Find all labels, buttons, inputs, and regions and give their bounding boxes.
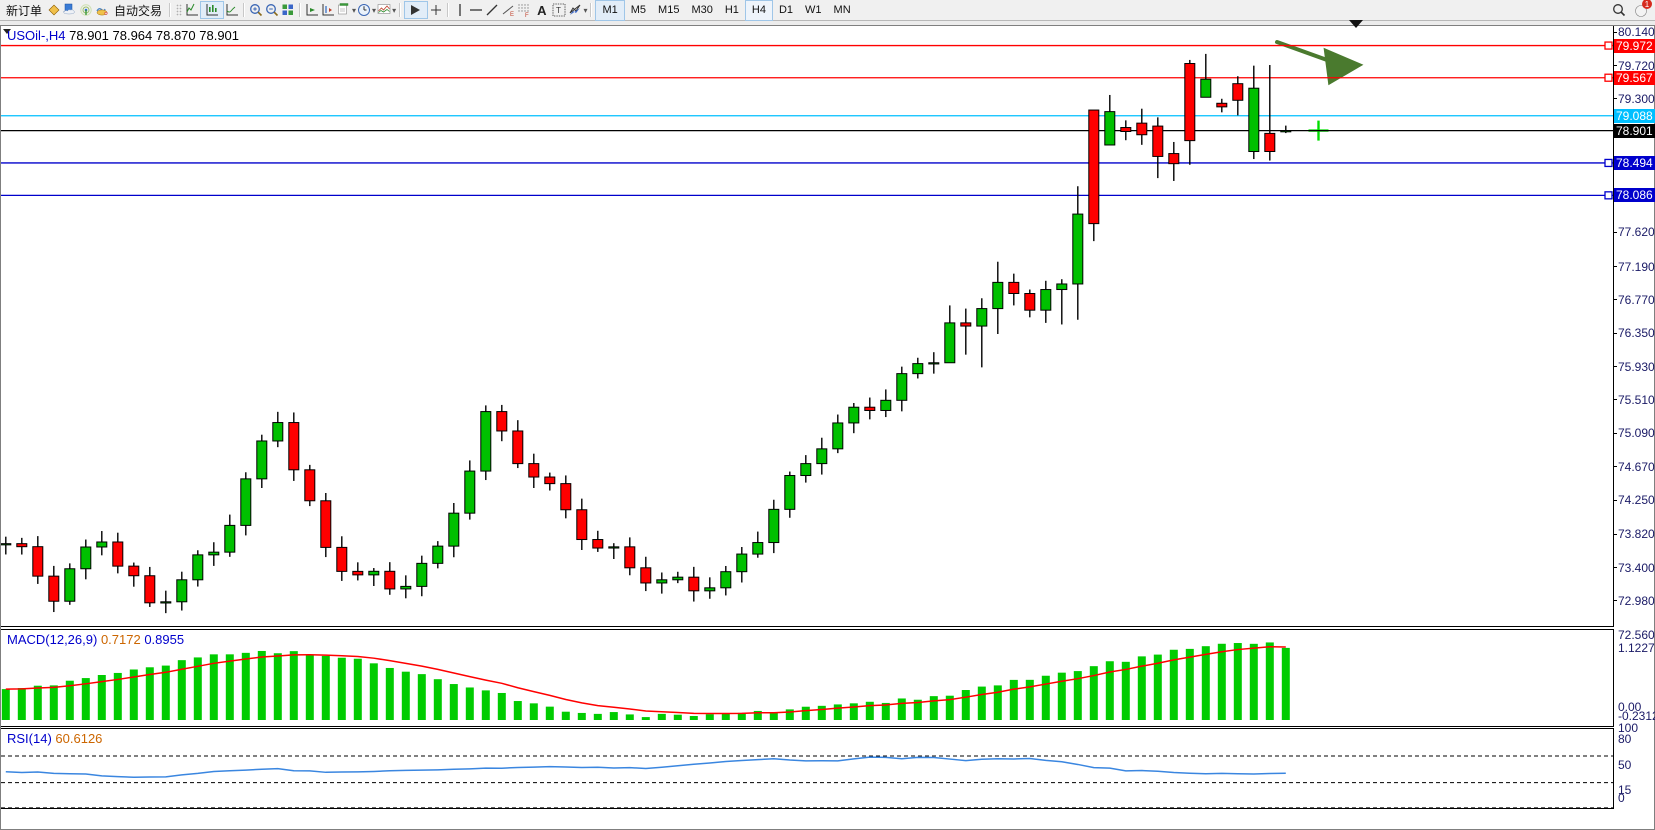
svg-text:E: E <box>510 12 514 18</box>
svg-text:F: F <box>525 13 529 18</box>
svg-text:T: T <box>556 6 561 15</box>
